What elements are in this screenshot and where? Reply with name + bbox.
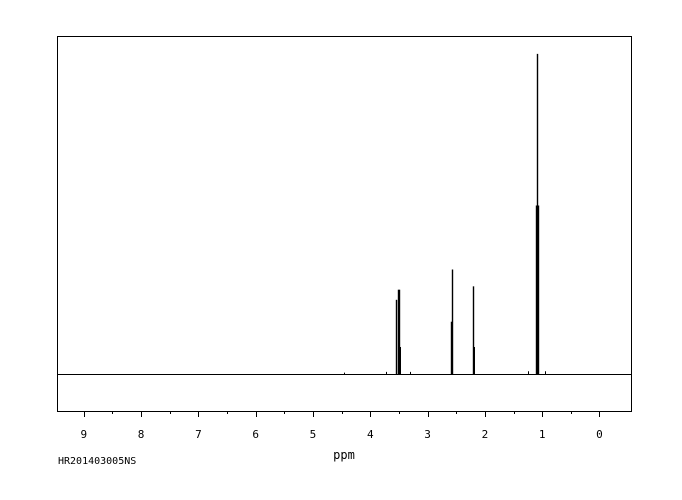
x-tick-label: 8: [138, 428, 145, 441]
x-tick-label: 9: [80, 428, 87, 441]
x-axis-title: ppm: [333, 448, 355, 462]
x-axis-tick-labels: 9 8 7 6 5 4 3 2 1 0: [80, 428, 602, 441]
x-axis-ticks: [84, 411, 600, 417]
sample-id-label: HR201403005NS: [58, 456, 137, 467]
x-tick-label: 5: [310, 428, 317, 441]
x-tick-label: 7: [195, 428, 202, 441]
x-tick-label: 2: [482, 428, 489, 441]
x-tick-label: 3: [424, 428, 431, 441]
spectrum-peaks: [344, 53, 546, 375]
x-tick-label: 6: [252, 428, 259, 441]
x-tick-label: 4: [367, 428, 374, 441]
x-tick-label: 1: [539, 428, 546, 441]
x-tick-label: 0: [596, 428, 603, 441]
plot-frame: [57, 36, 632, 412]
